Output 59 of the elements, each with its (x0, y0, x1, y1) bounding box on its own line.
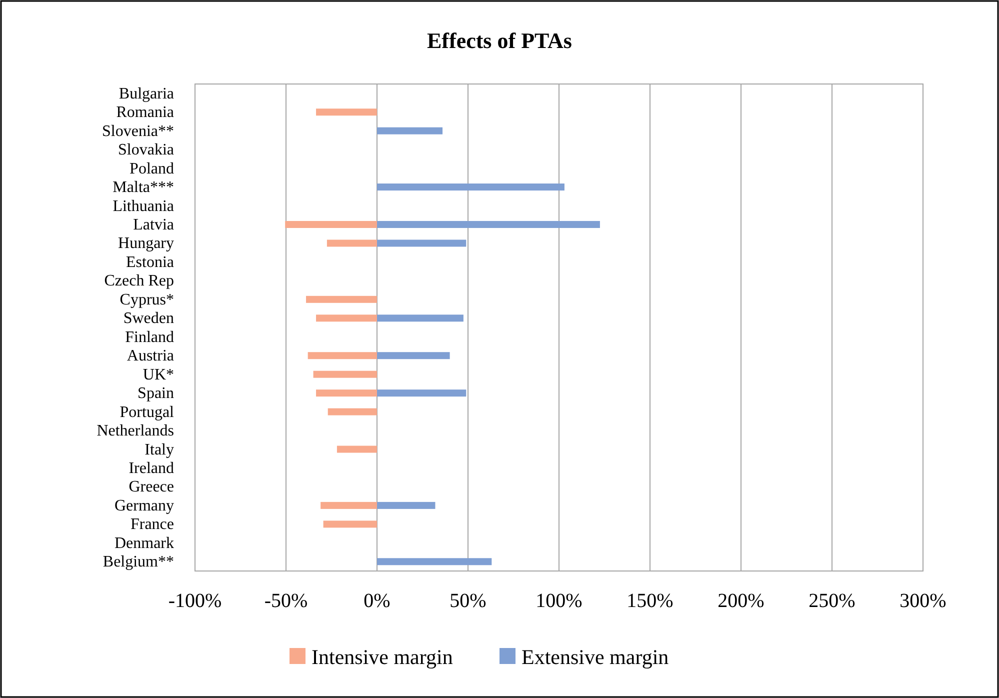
y-tick-label: Latvia (133, 216, 174, 234)
y-tick-label: Czech Rep (104, 272, 174, 290)
bar (377, 352, 450, 360)
bar (377, 502, 436, 509)
y-tick-label: Slovakia (118, 142, 174, 159)
y-tick-label: Portugal (120, 404, 175, 421)
y-tick-label: Bulgaria (118, 85, 174, 102)
bar (377, 390, 466, 397)
bar (377, 184, 564, 191)
bar (377, 220, 600, 228)
bar (323, 520, 377, 528)
y-tick-label: Hungary (118, 235, 174, 252)
y-tick-label: Italy (144, 441, 174, 458)
legend-label: Extensive margin (522, 645, 670, 669)
y-tick-label: Ireland (128, 460, 174, 477)
bar (285, 220, 377, 228)
y-tick-label: Slovenia** (102, 122, 174, 140)
x-tick-label: 200% (718, 590, 764, 612)
bar (328, 408, 377, 416)
x-tick-label: -100% (168, 590, 222, 612)
bar (336, 446, 377, 453)
bar (326, 240, 377, 247)
y-tick-label: Netherlands (96, 422, 174, 440)
y-tick-label: UK* (142, 366, 174, 384)
bar (306, 296, 377, 303)
y-tick-label: Estonia (126, 254, 174, 271)
y-tick-label: Poland (130, 160, 174, 178)
y-tick-label: Cyprus* (120, 291, 174, 308)
bar (316, 390, 377, 397)
x-tick-label: 100% (536, 590, 582, 612)
x-tick-label: 0% (364, 590, 390, 612)
y-tick-label: Sweden (123, 310, 174, 328)
y-tick-label: Denmark (114, 534, 174, 552)
x-tick-label: 250% (808, 590, 856, 612)
y-tick-label: Germany (114, 497, 174, 514)
y-tick-label: Spain (138, 385, 174, 402)
bar (316, 314, 377, 322)
y-tick-label: Lithuania (112, 198, 174, 215)
y-tick-label: Romania (116, 104, 174, 122)
legend-label: Intensive margin (312, 645, 454, 669)
x-tick-label: -50% (264, 590, 308, 612)
x-tick-label: 150% (626, 590, 674, 612)
y-tick-label: Austria (126, 348, 174, 365)
y-tick-label: France (130, 516, 174, 534)
bar (377, 558, 492, 566)
bar (377, 240, 466, 247)
bar (320, 502, 377, 509)
y-tick-label: Greece (128, 478, 174, 496)
bar (313, 370, 377, 378)
y-tick-label: Belgium** (102, 554, 174, 571)
bar (308, 352, 377, 360)
bar (377, 127, 443, 134)
chart-title: Effects of PTAs (427, 28, 572, 53)
y-tick-label: Finland (125, 328, 174, 346)
x-tick-label: 50% (450, 590, 486, 612)
x-tick-label: 300% (900, 590, 946, 612)
bar (377, 314, 464, 322)
bar (316, 108, 377, 116)
y-tick-label: Malta*** (112, 179, 174, 196)
